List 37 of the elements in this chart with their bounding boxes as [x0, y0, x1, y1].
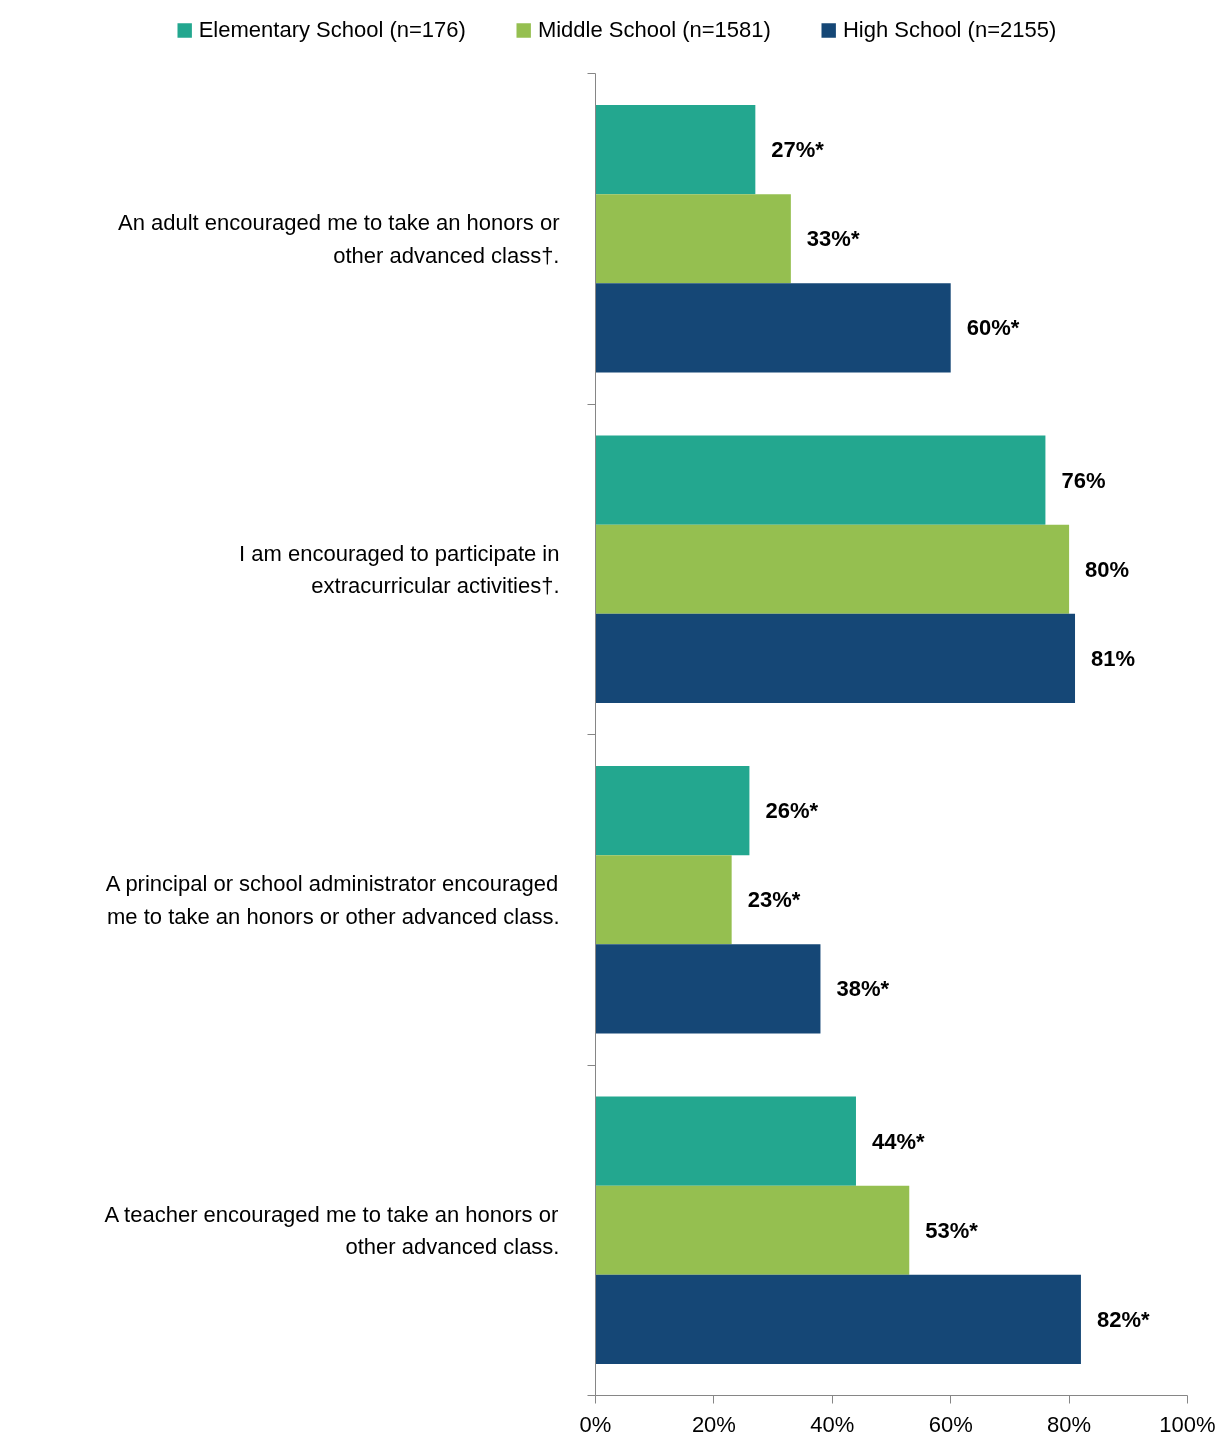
data-label: 76%: [1061, 467, 1106, 493]
bar: [595, 435, 1046, 525]
bar: [595, 855, 732, 945]
x-tick-label: 40%: [810, 1411, 855, 1437]
bar: [595, 104, 756, 195]
x-tick-label: 80%: [1047, 1411, 1092, 1437]
data-label: 80%: [1085, 556, 1130, 582]
y-tick-label: A principal or school administrator encouraged me to take an honors or other advanced class.: [105, 871, 560, 929]
x-tick-label: 60%: [928, 1411, 973, 1437]
x-tick-label: 0%: [579, 1411, 612, 1437]
bar: [595, 283, 951, 373]
data-label: 23%*: [747, 887, 801, 913]
legend-label: High School (n=2155): [842, 17, 1057, 43]
bar: [595, 613, 1076, 704]
bar: [595, 1274, 1081, 1365]
bar: [595, 1096, 856, 1186]
x-tick-label: 100%: [1159, 1411, 1216, 1437]
bar: [595, 524, 1070, 614]
data-label: 38%*: [836, 976, 890, 1002]
data-label: 81%: [1091, 645, 1136, 671]
legend-label: Middle School (n=1581): [537, 17, 771, 43]
data-label: 53%*: [925, 1217, 979, 1243]
data-label: 27%*: [771, 137, 825, 163]
x-tick-label: 20%: [691, 1411, 736, 1437]
data-label: 44%*: [871, 1128, 926, 1154]
y-tick-label: A teacher encouraged me to take an honors or other advanced class.: [104, 1201, 560, 1259]
data-label: 60%*: [966, 315, 1020, 341]
legend-label: Elementary School (n=176): [198, 17, 466, 43]
data-label: 26%*: [765, 798, 819, 824]
bar: [595, 944, 821, 1034]
bar: [595, 194, 791, 284]
y-tick-label: I am encouraged to participate in extracurricular activities†.: [239, 540, 560, 598]
y-tick-label: An adult encouraged me to take an honors or other advanced class†.: [117, 210, 560, 268]
data-label: 33%*: [806, 226, 860, 252]
bar: [595, 765, 750, 856]
bar: [595, 1185, 910, 1275]
data-label: 82%*: [1096, 1306, 1150, 1332]
